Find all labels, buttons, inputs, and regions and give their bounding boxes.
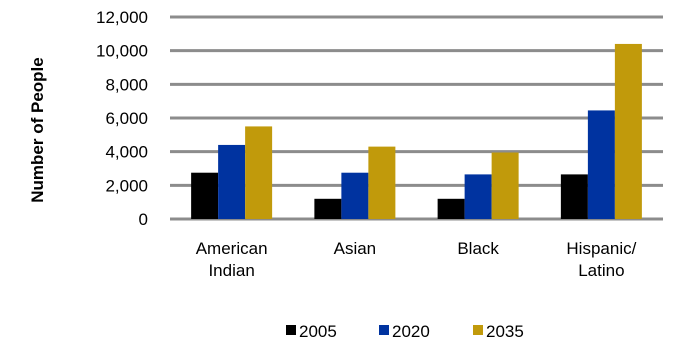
bars — [191, 43, 642, 219]
bar-2005-3 — [560, 174, 588, 219]
x-category-label: Hispanic/Latino — [566, 239, 636, 280]
y-tick-label: 8,000 — [105, 75, 148, 94]
y-axis-label: Number of People — [28, 57, 47, 202]
legend-swatch-2035 — [473, 325, 483, 335]
x-category-label: Asian — [334, 239, 377, 258]
bar-2005-1 — [314, 198, 342, 219]
y-axis-ticks: 0 2,000 4,000 6,000 8,000 10,000 12,000 — [96, 8, 148, 229]
bar-2020-2 — [464, 174, 492, 219]
y-tick-label: 4,000 — [105, 143, 148, 162]
x-category-label: Black — [457, 239, 499, 258]
y-tick-label: 12,000 — [96, 8, 148, 27]
y-tick-label: 10,000 — [96, 42, 148, 61]
legend-label-2035: 2035 — [486, 322, 524, 341]
bar-2020-1 — [341, 172, 369, 219]
y-tick-label: 2,000 — [105, 176, 148, 195]
x-category-label: American Indian — [196, 239, 268, 280]
x-axis-categories: American Indian Asian Black Hispanic/Latino — [196, 239, 637, 280]
bar-2020-3 — [587, 110, 615, 219]
bar-2005-2 — [437, 198, 465, 219]
bar-2020-0 — [218, 144, 246, 219]
legend-label-2020: 2020 — [392, 322, 430, 341]
bar-2035-3 — [614, 43, 642, 219]
legend-swatch-2005 — [286, 325, 296, 335]
legend: 2005 2020 2035 — [286, 322, 524, 341]
bar-2035-1 — [368, 146, 396, 219]
bar-2005-0 — [191, 172, 219, 219]
y-tick-label: 0 — [139, 210, 148, 229]
legend-label-2005: 2005 — [299, 322, 337, 341]
bar-2035-2 — [491, 152, 519, 219]
bar-2035-0 — [245, 126, 273, 219]
y-tick-label: 6,000 — [105, 109, 148, 128]
legend-swatch-2020 — [379, 325, 389, 335]
